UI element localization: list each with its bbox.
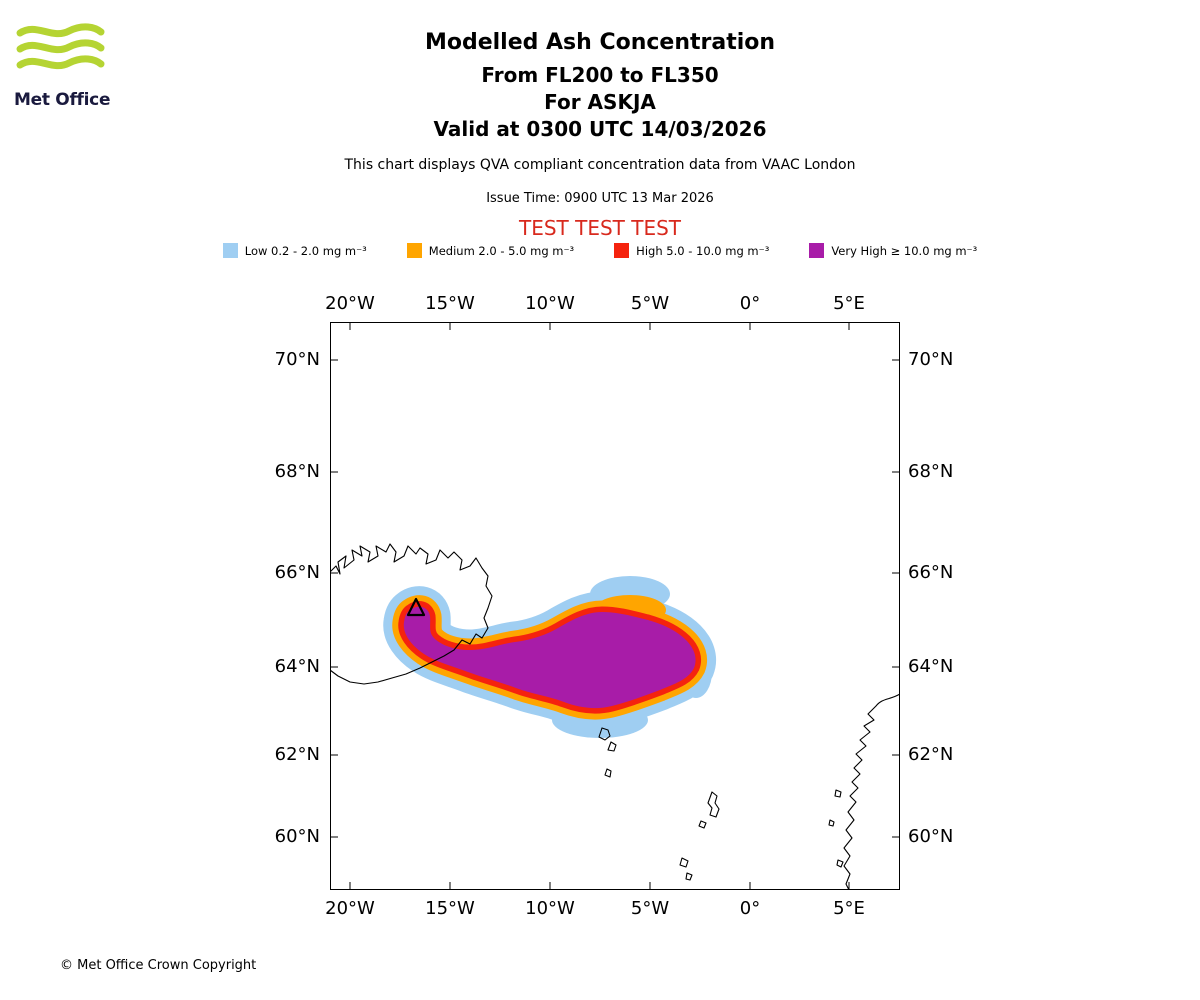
- iceland-coastline: [330, 543, 493, 685]
- legend-label-very-high: Very High ≥ 10.0 mg m⁻³: [831, 243, 978, 258]
- lon-label-top: 20°W: [325, 293, 375, 314]
- lat-label-right: 64°N: [908, 656, 954, 677]
- lon-label-top: 10°W: [525, 293, 575, 314]
- lat-label-left: 70°N: [274, 349, 320, 370]
- qva-note: This chart displays QVA compliant concen…: [344, 157, 856, 173]
- legend-swatch-high: [614, 243, 630, 258]
- met-office-logo: Met Office: [14, 22, 124, 110]
- test-banner: TEST TEST TEST: [518, 216, 681, 240]
- chart-subtitle-volcano: For ASKJA: [544, 90, 656, 114]
- lat-label-right: 66°N: [908, 562, 954, 583]
- faroe-islands-coastline: [598, 727, 617, 778]
- lat-label-right: 62°N: [908, 744, 954, 765]
- lon-label-bottom: 5°E: [833, 898, 865, 919]
- lon-label-bottom: 10°W: [525, 898, 575, 919]
- lon-label-top: 5°W: [630, 293, 670, 314]
- norway-coastline: [843, 693, 900, 890]
- legend-item-high: High 5.0 - 10.0 mg m⁻³: [614, 243, 769, 258]
- lon-label-top: 0°: [739, 293, 761, 314]
- concentration-legend: Low 0.2 - 2.0 mg m⁻³ Medium 2.0 - 5.0 mg…: [0, 243, 1200, 258]
- met-office-waves-icon: [16, 23, 105, 70]
- legend-item-very-high: Very High ≥ 10.0 mg m⁻³: [809, 243, 977, 258]
- lat-label-left: 62°N: [274, 744, 320, 765]
- map-frame: [330, 322, 900, 890]
- lon-label-top: 15°W: [425, 293, 475, 314]
- axis-ticks: [331, 323, 899, 889]
- legend-label-high: High 5.0 - 10.0 mg m⁻³: [636, 243, 770, 258]
- met-office-logo-text: Met Office: [14, 90, 111, 110]
- norway-islands-coastline: [828, 789, 844, 868]
- legend-swatch-low: [222, 243, 238, 258]
- lon-label-bottom: 0°: [739, 898, 761, 919]
- lat-label-right: 60°N: [908, 826, 954, 847]
- copyright-notice: © Met Office Crown Copyright: [60, 958, 257, 973]
- lat-label-left: 66°N: [274, 562, 320, 583]
- lat-label-left: 60°N: [274, 826, 320, 847]
- ash-plume: [404, 576, 712, 738]
- chart-subtitle-flight-levels: From FL200 to FL350: [481, 63, 719, 87]
- legend-swatch-very-high: [809, 243, 825, 258]
- lat-label-right: 70°N: [908, 349, 954, 370]
- chart-header: Modelled Ash Concentration From FL200 to…: [0, 30, 1200, 143]
- map-panel: 20°W 20°W 15°W 15°W 10°W 10°W 5°W 5°W 0° 0° 5°E 5°E…: [275, 293, 954, 919]
- lat-label-left: 68°N: [274, 461, 320, 482]
- lon-label-bottom: 5°W: [630, 898, 670, 919]
- issue-time: Issue Time: 0900 UTC 13 Mar 2026: [486, 191, 714, 206]
- volcano-marker: [406, 597, 426, 617]
- lon-label-bottom: 15°W: [425, 898, 475, 919]
- legend-label-medium: Medium 2.0 - 5.0 mg m⁻³: [428, 243, 575, 258]
- lat-label-left: 64°N: [274, 656, 320, 677]
- coastlines: [330, 543, 900, 890]
- legend-item-medium: Medium 2.0 - 5.0 mg m⁻³: [406, 243, 575, 258]
- lat-label-right: 68°N: [908, 461, 954, 482]
- chart-title: Modelled Ash Concentration: [424, 30, 776, 55]
- legend-item-low: Low 0.2 - 2.0 mg m⁻³: [222, 243, 367, 258]
- map-canvas: [330, 322, 900, 890]
- legend-label-low: Low 0.2 - 2.0 mg m⁻³: [244, 243, 367, 258]
- lon-label-top: 5°E: [833, 293, 865, 314]
- shetland-orkney-coastline: [679, 791, 720, 881]
- chart-subtitle-valid-time: Valid at 0300 UTC 14/03/2026: [433, 117, 767, 141]
- legend-swatch-medium: [406, 243, 422, 258]
- lon-label-bottom: 20°W: [325, 898, 375, 919]
